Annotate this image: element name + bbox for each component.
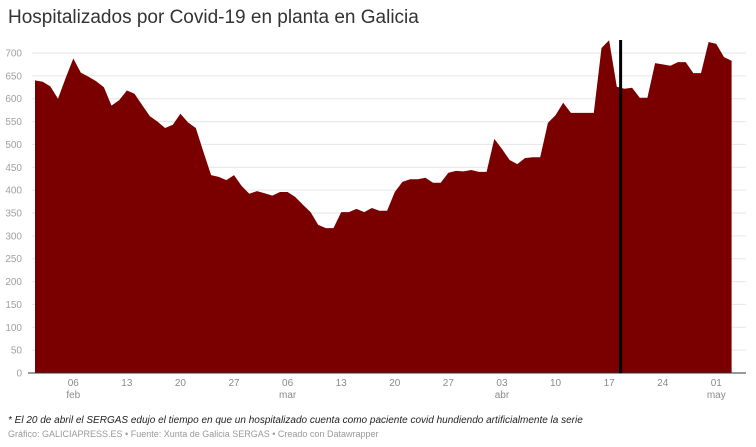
y-tick-label: 450 <box>5 163 22 174</box>
y-tick-label: 400 <box>5 186 22 197</box>
chart-source: Gráfico: GALICIAPRESS.ES • Fuente: Xunta… <box>8 429 379 439</box>
x-tick-label: 06 <box>68 378 80 389</box>
x-tick-label: 24 <box>657 378 669 389</box>
x-tick-label: 13 <box>121 378 133 389</box>
y-tick-label: 250 <box>5 254 22 265</box>
chart-title: Hospitalizados por Covid-19 en planta en… <box>8 7 419 28</box>
y-tick-label: 350 <box>5 209 22 220</box>
y-tick-label: 50 <box>11 346 23 357</box>
y-tick-label: 700 <box>5 49 22 60</box>
y-tick-label: 200 <box>5 277 22 288</box>
y-tick-label: 650 <box>5 71 22 82</box>
area-chart: 0 50 100 150 200 250 300 350 400 450 500 550 600 650 7… <box>5 40 746 401</box>
y-tick-label: 550 <box>5 117 22 128</box>
x-tick-label: 10 <box>550 378 562 389</box>
x-tick-label: 20 <box>389 378 401 389</box>
x-tick-label: 13 <box>336 378 348 389</box>
y-tick-label: 150 <box>5 300 22 311</box>
x-tick-label: 27 <box>443 378 455 389</box>
y-tick-label: 500 <box>5 140 22 151</box>
x-tick-label: 27 <box>228 378 240 389</box>
x-month-label: abr <box>495 390 510 401</box>
y-tick-label: 100 <box>5 323 22 334</box>
y-tick-label: 0 <box>16 369 22 380</box>
x-tick-label: 01 <box>711 378 723 389</box>
y-tick-label: 300 <box>5 231 22 242</box>
x-month-label: mar <box>279 390 297 401</box>
chart-note: * El 20 de abril el SERGAS edujo el tiem… <box>8 415 583 426</box>
area-series <box>35 40 732 373</box>
x-tick-label: 03 <box>496 378 508 389</box>
x-tick-label: 17 <box>604 378 616 389</box>
x-tick-label: 20 <box>175 378 187 389</box>
x-month-label: feb <box>66 390 80 401</box>
x-month-label: may <box>707 390 726 401</box>
x-tick-label: 06 <box>282 378 294 389</box>
y-tick-label: 600 <box>5 94 22 105</box>
